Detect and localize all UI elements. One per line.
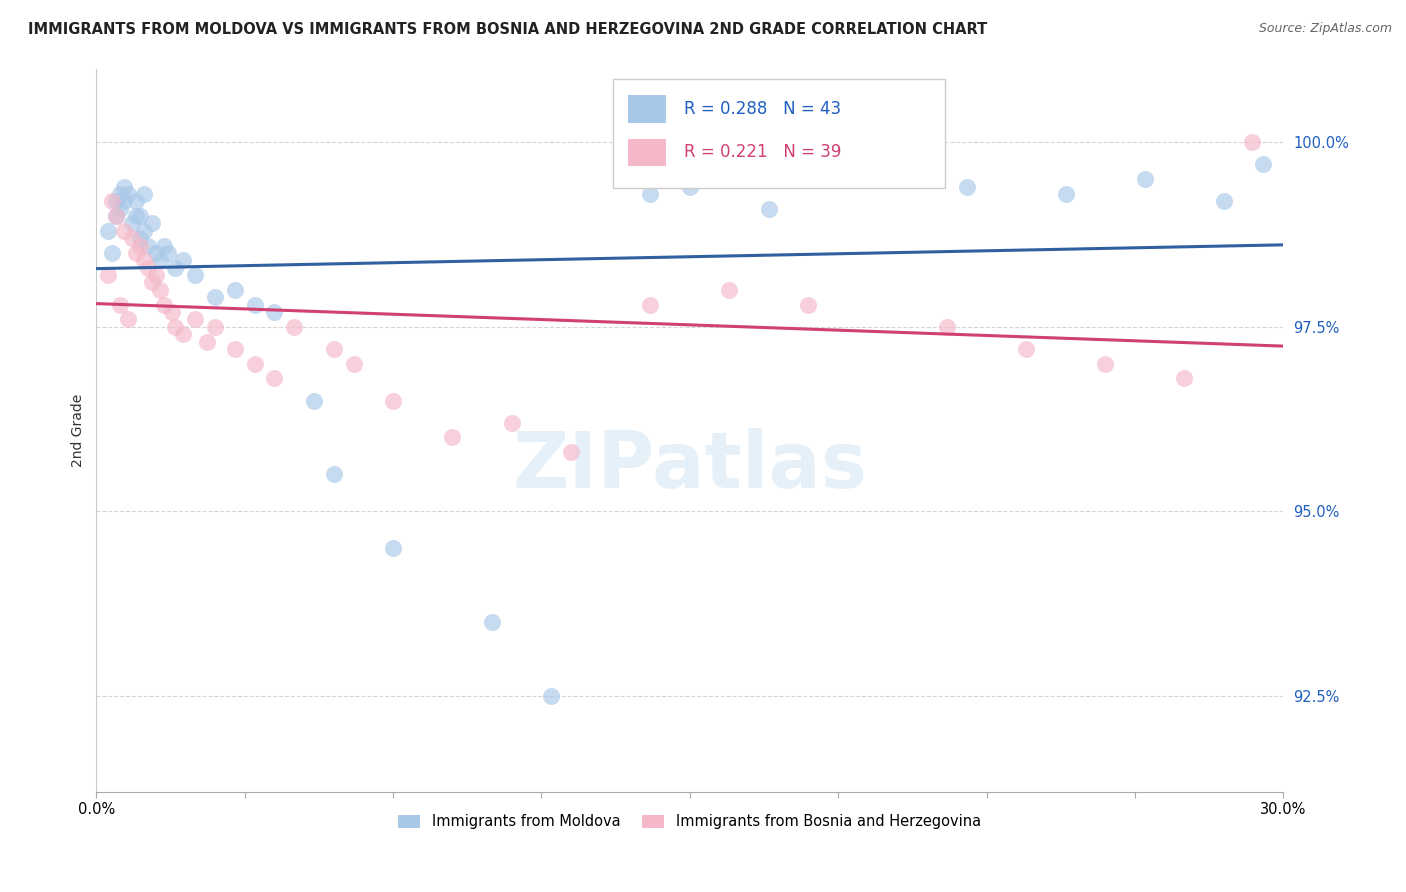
Point bbox=[125, 246, 148, 260]
Point bbox=[101, 246, 124, 260]
Point bbox=[382, 541, 405, 555]
Point bbox=[108, 202, 131, 216]
Point bbox=[441, 430, 464, 444]
Point bbox=[638, 186, 661, 201]
Point bbox=[679, 179, 702, 194]
Point bbox=[121, 231, 143, 245]
Point bbox=[797, 298, 820, 312]
Point bbox=[1173, 371, 1195, 385]
Point bbox=[112, 179, 135, 194]
Point bbox=[172, 327, 194, 342]
Point bbox=[125, 194, 148, 209]
FancyBboxPatch shape bbox=[628, 138, 666, 166]
Point bbox=[481, 615, 503, 629]
Point bbox=[145, 246, 167, 260]
Point bbox=[121, 217, 143, 231]
Point bbox=[156, 246, 179, 260]
Point bbox=[936, 319, 959, 334]
Point bbox=[302, 393, 325, 408]
Text: R = 0.288   N = 43: R = 0.288 N = 43 bbox=[683, 100, 841, 118]
FancyBboxPatch shape bbox=[628, 95, 666, 123]
Point bbox=[1253, 157, 1275, 171]
Point bbox=[1015, 342, 1038, 356]
Point bbox=[876, 172, 898, 186]
Point bbox=[758, 202, 780, 216]
Point bbox=[204, 319, 226, 334]
Point bbox=[132, 186, 155, 201]
Point bbox=[128, 238, 150, 252]
Point bbox=[243, 357, 266, 371]
Point bbox=[97, 268, 120, 282]
Point bbox=[132, 253, 155, 268]
Legend: Immigrants from Moldova, Immigrants from Bosnia and Herzegovina: Immigrants from Moldova, Immigrants from… bbox=[392, 808, 987, 835]
Y-axis label: 2nd Grade: 2nd Grade bbox=[72, 393, 86, 467]
Point bbox=[152, 238, 174, 252]
Point bbox=[184, 312, 207, 326]
Point bbox=[128, 231, 150, 245]
Point bbox=[145, 268, 167, 282]
Point bbox=[956, 179, 979, 194]
Point bbox=[224, 283, 246, 297]
Point bbox=[1240, 136, 1263, 150]
Point bbox=[540, 689, 562, 703]
Point bbox=[136, 238, 159, 252]
Point bbox=[1212, 194, 1234, 209]
Point bbox=[125, 209, 148, 223]
Text: IMMIGRANTS FROM MOLDOVA VS IMMIGRANTS FROM BOSNIA AND HERZEGOVINA 2ND GRADE CORR: IMMIGRANTS FROM MOLDOVA VS IMMIGRANTS FR… bbox=[28, 22, 987, 37]
Point bbox=[160, 305, 183, 319]
Point bbox=[117, 186, 139, 201]
Point bbox=[195, 334, 218, 349]
Point bbox=[263, 371, 285, 385]
Point bbox=[108, 186, 131, 201]
Point bbox=[149, 253, 172, 268]
Point bbox=[322, 342, 344, 356]
Point bbox=[501, 416, 523, 430]
Point bbox=[224, 342, 246, 356]
Point bbox=[112, 224, 135, 238]
Point bbox=[101, 194, 124, 209]
Point bbox=[718, 283, 741, 297]
Point bbox=[141, 276, 163, 290]
Point bbox=[560, 445, 582, 459]
FancyBboxPatch shape bbox=[613, 79, 945, 188]
Point bbox=[322, 467, 344, 482]
Point bbox=[243, 298, 266, 312]
Point bbox=[112, 194, 135, 209]
Point bbox=[105, 209, 128, 223]
Point bbox=[204, 290, 226, 304]
Text: R = 0.221   N = 39: R = 0.221 N = 39 bbox=[683, 144, 841, 161]
Point bbox=[165, 319, 187, 334]
Point bbox=[1054, 186, 1077, 201]
Point bbox=[382, 393, 405, 408]
Point bbox=[1094, 357, 1116, 371]
Point bbox=[117, 312, 139, 326]
Point bbox=[263, 305, 285, 319]
Point bbox=[638, 298, 661, 312]
Point bbox=[165, 260, 187, 275]
Point bbox=[149, 283, 172, 297]
Text: Source: ZipAtlas.com: Source: ZipAtlas.com bbox=[1258, 22, 1392, 36]
Point bbox=[136, 260, 159, 275]
Point bbox=[97, 224, 120, 238]
Point bbox=[172, 253, 194, 268]
Text: ZIPatlas: ZIPatlas bbox=[512, 428, 868, 504]
Point bbox=[1133, 172, 1156, 186]
Point bbox=[128, 209, 150, 223]
Point bbox=[283, 319, 305, 334]
Point bbox=[141, 217, 163, 231]
Point bbox=[152, 298, 174, 312]
Point bbox=[132, 224, 155, 238]
Point bbox=[105, 194, 128, 209]
Point bbox=[105, 209, 128, 223]
Point bbox=[184, 268, 207, 282]
Point bbox=[108, 298, 131, 312]
Point bbox=[342, 357, 364, 371]
